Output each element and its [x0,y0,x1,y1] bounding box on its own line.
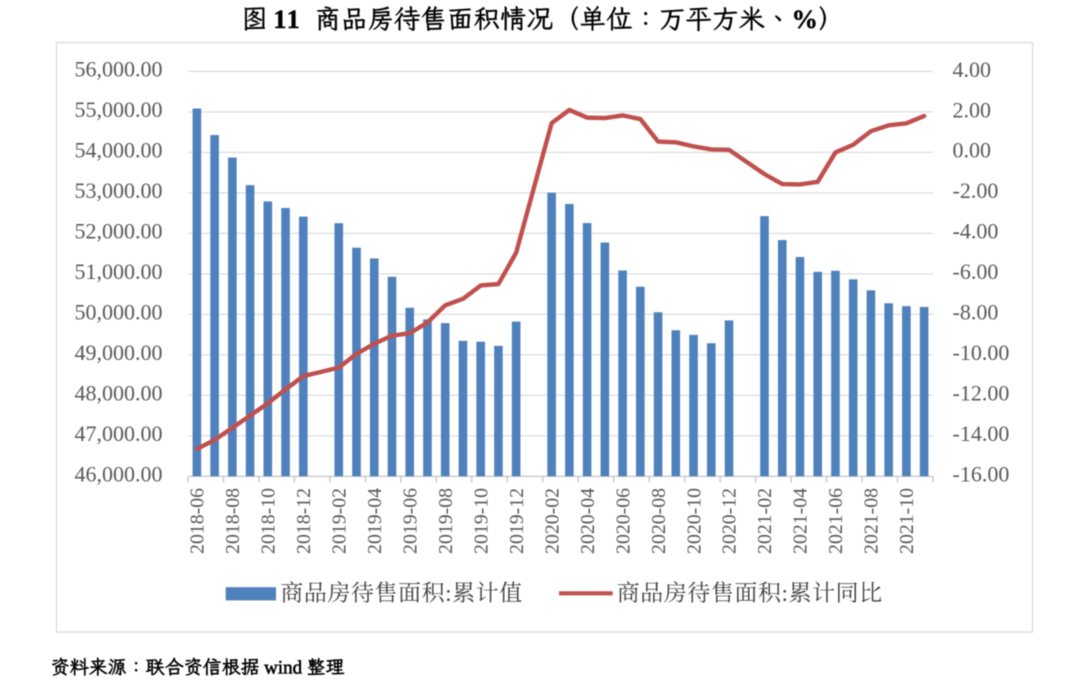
svg-text:2021-02: 2021-02 [754,488,776,554]
svg-text:-2.00: -2.00 [953,178,999,203]
svg-text:52,000.00: 52,000.00 [75,219,163,244]
svg-text:-16.00: -16.00 [953,462,1010,487]
svg-text:-8.00: -8.00 [953,300,999,325]
svg-text:2019-06: 2019-06 [399,488,421,554]
svg-text:2021-08: 2021-08 [861,488,883,554]
svg-text:-10.00: -10.00 [953,340,1010,365]
svg-text:2019-02: 2019-02 [329,488,351,554]
svg-text:2020-10: 2020-10 [683,488,705,554]
svg-text:4.00: 4.00 [953,57,992,82]
svg-text:2019-08: 2019-08 [435,488,457,554]
svg-text:2018-06: 2018-06 [187,488,209,554]
svg-text:2019-04: 2019-04 [364,488,386,554]
svg-text:2019-10: 2019-10 [470,488,492,554]
svg-text:49,000.00: 49,000.00 [75,340,163,365]
svg-text:2018-10: 2018-10 [258,488,280,554]
svg-text:2018-08: 2018-08 [222,488,244,554]
svg-text:2020-08: 2020-08 [648,488,670,554]
svg-text:50,000.00: 50,000.00 [75,300,163,325]
svg-text:2019-12: 2019-12 [506,488,528,554]
svg-text:-14.00: -14.00 [953,421,1010,446]
svg-text:55,000.00: 55,000.00 [75,97,163,122]
svg-text:2020-02: 2020-02 [541,488,563,554]
svg-text:54,000.00: 54,000.00 [75,138,163,163]
svg-text:46,000.00: 46,000.00 [75,462,163,487]
svg-text:2020-06: 2020-06 [612,488,634,554]
svg-text:51,000.00: 51,000.00 [75,259,163,284]
svg-text:-6.00: -6.00 [953,259,999,284]
svg-text:2021-04: 2021-04 [790,488,812,554]
svg-text:2020-12: 2020-12 [719,488,741,554]
svg-text:56,000.00: 56,000.00 [75,57,163,82]
svg-text:2021-10: 2021-10 [896,488,918,554]
svg-text:53,000.00: 53,000.00 [75,178,163,203]
svg-text:2021-06: 2021-06 [825,488,847,554]
svg-text:-4.00: -4.00 [953,219,999,244]
svg-text:2020-04: 2020-04 [577,488,599,554]
svg-text:0.00: 0.00 [953,138,992,163]
svg-text:-12.00: -12.00 [953,381,1010,406]
svg-text:48,000.00: 48,000.00 [75,381,163,406]
svg-text:2.00: 2.00 [953,97,992,122]
svg-text:47,000.00: 47,000.00 [75,421,163,446]
svg-text:2018-12: 2018-12 [293,488,315,554]
